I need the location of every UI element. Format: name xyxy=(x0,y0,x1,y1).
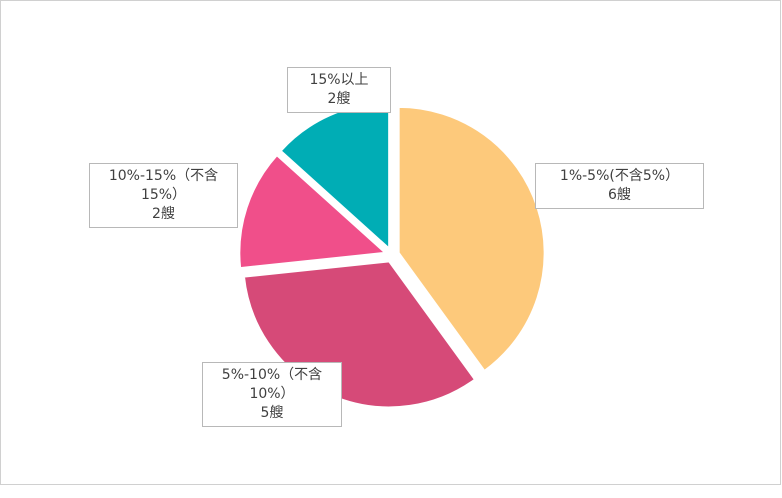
data-label: 10%-15%（不含15%） 2艘 xyxy=(89,163,238,228)
category-label: 15%以上 xyxy=(309,72,369,88)
category-label: 1%-5%(不含5%） xyxy=(559,168,680,184)
value-label: 2艘 xyxy=(327,91,351,107)
data-label: 1%-5%(不含5%） 6艘 xyxy=(535,163,704,209)
value-label: 2艘 xyxy=(152,206,175,222)
data-label: 5%-10%（不含10%） 5艘 xyxy=(202,362,342,427)
category-label: 5%-10%（不含10%） xyxy=(221,367,323,402)
data-label: 15%以上 2艘 xyxy=(287,67,391,113)
category-label: 10%-15%（不含15%） xyxy=(108,168,219,203)
value-label: 6艘 xyxy=(608,187,631,203)
pie-slice xyxy=(238,153,388,270)
frame xyxy=(0,0,781,485)
value-label: 5艘 xyxy=(260,405,284,421)
